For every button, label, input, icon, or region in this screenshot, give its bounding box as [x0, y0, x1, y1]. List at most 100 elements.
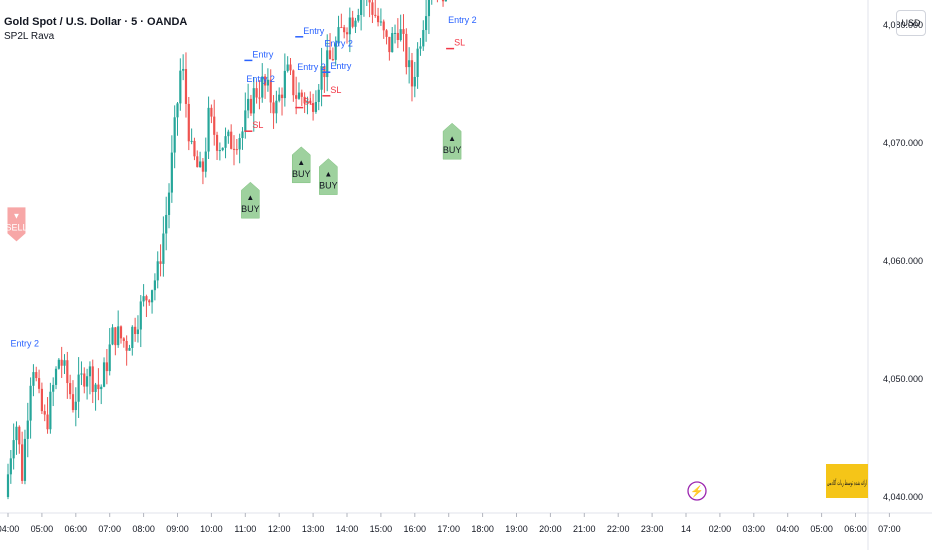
y-tick-label: 4,080.000	[883, 20, 923, 30]
candle-body	[230, 131, 233, 149]
candle-body	[345, 32, 349, 35]
candle-body	[162, 233, 165, 264]
candle-body	[108, 344, 111, 372]
candle-body	[263, 76, 267, 86]
candle-body	[35, 372, 38, 379]
candle-body	[94, 384, 97, 392]
candle-body	[247, 98, 250, 111]
candle-body	[15, 426, 18, 441]
candle-body	[49, 391, 52, 430]
candle-body	[297, 92, 301, 99]
candle-body	[235, 149, 238, 151]
x-tick-label: 06:00	[844, 524, 867, 534]
candle-body	[309, 100, 312, 104]
candle-body	[357, 14, 360, 21]
entry2-label: Entry 2	[297, 62, 326, 72]
candle-body	[125, 340, 128, 351]
candle-body	[306, 100, 309, 104]
candle-body	[204, 151, 207, 172]
indicator-name[interactable]: SP2L Rava	[4, 31, 55, 42]
candle-body	[283, 70, 286, 99]
candle-body	[227, 131, 230, 137]
x-tick-label: 07:00	[878, 524, 901, 534]
x-tick-label: 18:00	[471, 524, 494, 534]
y-tick-label: 4,060.000	[883, 256, 923, 266]
candle-body	[80, 373, 83, 375]
candle-body	[278, 94, 281, 101]
candle-body	[63, 360, 66, 366]
candle-body	[18, 426, 21, 445]
candle-body	[60, 359, 63, 366]
candle-body	[40, 388, 43, 412]
candle-body	[21, 444, 24, 481]
candle-body	[396, 32, 399, 40]
candle-body	[6, 474, 10, 497]
candle-body	[340, 27, 343, 29]
buy-marker[interactable]	[291, 146, 311, 184]
candle-body	[410, 60, 414, 87]
y-tick-label: 4,040.000	[883, 492, 923, 502]
candle-body	[312, 103, 315, 112]
candle-body	[102, 362, 106, 387]
candle-body	[170, 152, 173, 193]
candle-body	[258, 97, 261, 99]
candle-body	[193, 140, 196, 157]
x-tick-label: 09:00	[166, 524, 189, 534]
buy-marker[interactable]	[241, 181, 260, 219]
buy-arrow-icon: ▲	[246, 193, 254, 202]
x-tick-label: 13:00	[302, 524, 325, 534]
currency-button[interactable]: USD	[896, 10, 926, 36]
candle-body	[190, 140, 193, 142]
candle-body	[77, 374, 80, 402]
candle-body	[210, 107, 213, 117]
candle-body	[43, 411, 46, 415]
candle-body	[201, 161, 205, 172]
candle-body	[131, 326, 134, 348]
y-tick-label: 4,050.000	[883, 374, 923, 384]
candle-body	[255, 88, 258, 98]
candle-body	[150, 290, 154, 303]
candle-body	[122, 338, 125, 341]
x-tick-label: 10:00	[200, 524, 223, 534]
x-tick-label: 20:00	[539, 524, 562, 534]
candle-body	[199, 161, 202, 168]
buy-marker[interactable]	[319, 158, 338, 195]
entry2-label: Entry 2	[448, 15, 477, 25]
sell-marker[interactable]	[7, 207, 26, 242]
candle-body	[343, 27, 346, 33]
candle-body	[303, 96, 306, 104]
sell-label: SELL	[5, 222, 27, 232]
candle-body	[360, 0, 363, 15]
x-tick-label: 14:00	[336, 524, 359, 534]
candle-body	[371, 2, 374, 15]
x-tick-label: 05:00	[810, 524, 833, 534]
x-tick-label: 08:00	[132, 524, 155, 534]
candle-body	[54, 368, 58, 385]
candle-body	[23, 438, 27, 481]
sl-label: SL	[454, 38, 465, 48]
symbol-title[interactable]: Gold Spot / U.S. Dollar · 5 · OANDA	[4, 16, 188, 28]
x-tick-label: 02:00	[709, 524, 732, 534]
candle-body	[182, 69, 185, 71]
x-tick-label: 17:00	[437, 524, 460, 534]
x-tick-label: 04:00	[0, 524, 19, 534]
candle-body	[156, 261, 159, 281]
buy-marker[interactable]	[442, 122, 462, 160]
candle-body	[334, 43, 337, 60]
lightning-icon[interactable]	[687, 481, 707, 501]
x-tick-label: 05:00	[31, 524, 54, 534]
x-tick-label: 16:00	[404, 524, 427, 534]
candle-body	[66, 360, 69, 384]
entry2-label: Entry 2	[324, 39, 353, 49]
candle-body	[86, 376, 89, 387]
candle-body	[351, 17, 354, 27]
candle-body	[382, 21, 385, 31]
buy-arrow-icon: ▲	[448, 134, 456, 143]
candle-body	[29, 385, 32, 421]
sl-label: SL	[252, 120, 263, 130]
candle-body	[232, 148, 236, 150]
candle-body	[441, 0, 445, 2]
candle-body	[292, 70, 295, 96]
